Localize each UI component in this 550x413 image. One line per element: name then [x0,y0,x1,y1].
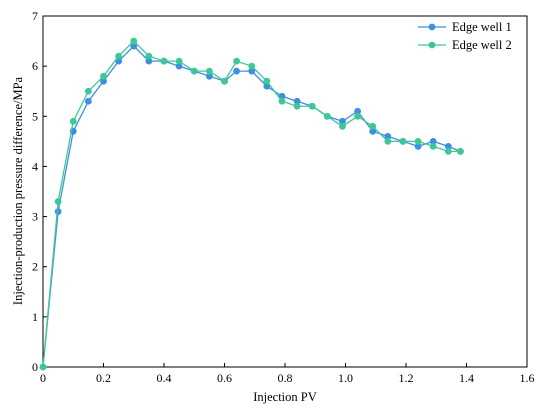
data-point [39,363,47,371]
x-tick-label: 1.2 [399,371,414,385]
data-point [160,57,168,65]
data-point [323,112,331,120]
data-point [384,132,392,140]
y-axis-ticks: 0 1 2 3 4 5 6 7 [32,9,47,374]
plot-frame [42,15,528,368]
y-tick-label: 7 [32,9,38,23]
y-axis-title: Injection-production pressure difference… [11,76,25,305]
data-point [175,62,183,70]
data-point [205,72,213,80]
x-tick-label: 0 [40,371,46,385]
x-tick-label: 0.6 [217,371,232,385]
data-point [175,57,183,65]
data-point [354,112,361,120]
x-tick-label: 1.6 [520,371,535,385]
data-point [248,67,256,75]
data-point [145,52,153,60]
data-point [130,37,138,45]
data-point [221,77,228,85]
x-axis-ticks: 0 0.2 0.4 0.6 0.8 1.0 1.2 1.4 1.6 [40,363,535,385]
series-line [42,40,461,368]
data-point [248,62,256,70]
legend-label: Edge well 2 [452,38,512,52]
data-point [69,117,77,125]
data-point [444,147,452,155]
data-point [54,208,62,215]
data-point [354,107,361,115]
data-point [429,137,437,145]
series-layer [39,37,464,371]
x-tick-label: 1.4 [459,371,474,385]
data-point [369,122,377,130]
data-point [308,102,316,110]
data-point [263,77,271,85]
data-point [84,97,92,105]
data-point [429,142,437,150]
data-point [145,57,153,65]
data-point [339,122,346,130]
legend-marker [428,41,436,49]
data-point [293,102,301,110]
data-point [84,87,92,95]
x-tick-label: 1.0 [338,371,353,385]
data-point [233,57,241,65]
y-tick-label: 2 [32,260,38,274]
x-axis-title: Injection PV [253,390,317,404]
data-point [115,52,123,60]
series-2 [39,37,464,371]
data-point [100,72,107,80]
data-point [384,137,392,145]
data-point [233,67,241,75]
y-tick-label: 0 [32,360,38,374]
data-point [339,117,346,125]
data-point [190,67,198,75]
data-point [414,142,422,150]
data-point [414,137,422,145]
y-tick-label: 5 [32,109,38,123]
legend: Edge well 1 Edge well 2 [418,20,512,52]
legend-item: Edge well 1 [418,20,512,34]
data-point [278,97,286,105]
y-tick-label: 4 [32,159,38,173]
y-tick-label: 1 [32,310,38,324]
x-tick-label: 0.8 [278,371,293,385]
legend-marker [428,23,436,31]
data-point [444,142,452,150]
x-tick-label: 0.4 [157,371,172,385]
data-point [205,67,213,75]
y-tick-label: 6 [32,59,38,73]
data-point [130,42,138,50]
data-point [457,147,464,155]
data-point [100,77,107,85]
x-tick-label: 0.2 [96,371,111,385]
legend-label: Edge well 1 [452,20,512,34]
series-line [42,45,461,368]
y-tick-label: 3 [32,210,38,224]
legend-item: Edge well 2 [418,38,512,52]
data-point [54,198,62,205]
data-point [399,137,407,145]
data-point [369,127,377,135]
data-point [293,97,301,105]
series-1 [39,42,464,371]
